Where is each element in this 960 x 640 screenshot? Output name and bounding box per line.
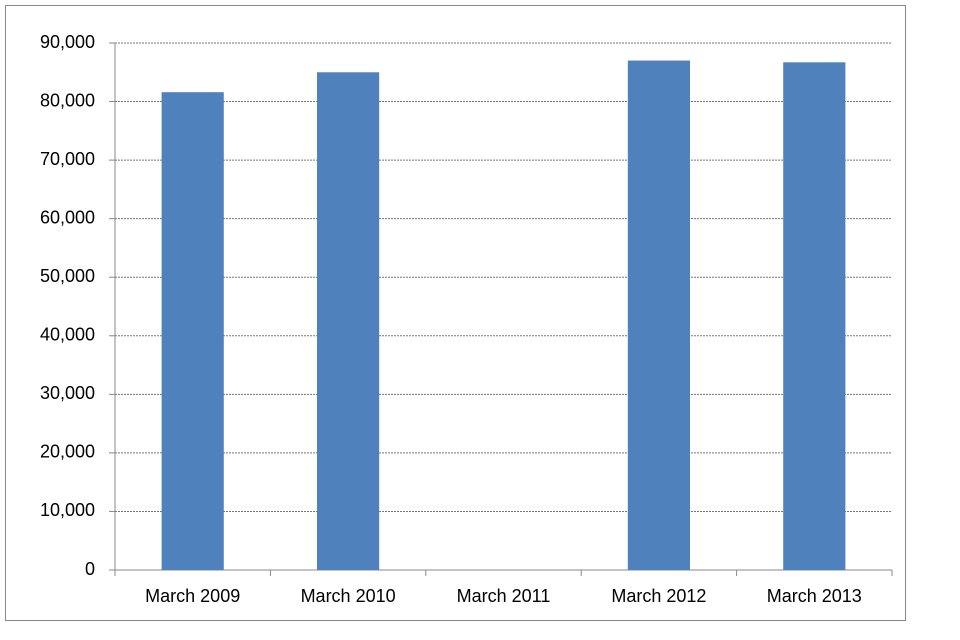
y-tick-label: 0 <box>85 559 95 579</box>
bar <box>627 60 690 571</box>
y-tick-label: 20,000 <box>40 442 95 462</box>
x-tick-label: March 2010 <box>301 586 396 606</box>
y-tick-label: 50,000 <box>40 266 95 286</box>
chart-border <box>5 5 906 621</box>
y-tick-label: 70,000 <box>40 149 95 169</box>
y-tick-label: 60,000 <box>40 207 95 227</box>
x-tick-label: March 2011 <box>457 586 551 606</box>
x-tick-label: March 2013 <box>767 586 862 606</box>
x-tick-label: March 2009 <box>145 586 240 606</box>
bar <box>317 72 380 571</box>
bar <box>783 62 846 570</box>
y-tick-label: 10,000 <box>40 500 95 520</box>
y-tick-label: 40,000 <box>40 325 95 345</box>
y-tick-label: 30,000 <box>40 383 95 403</box>
y-tick-label: 80,000 <box>40 90 95 110</box>
y-tick-label: 90,000 <box>40 32 95 52</box>
x-tick-label: March 2012 <box>611 586 706 606</box>
bar <box>161 92 224 570</box>
